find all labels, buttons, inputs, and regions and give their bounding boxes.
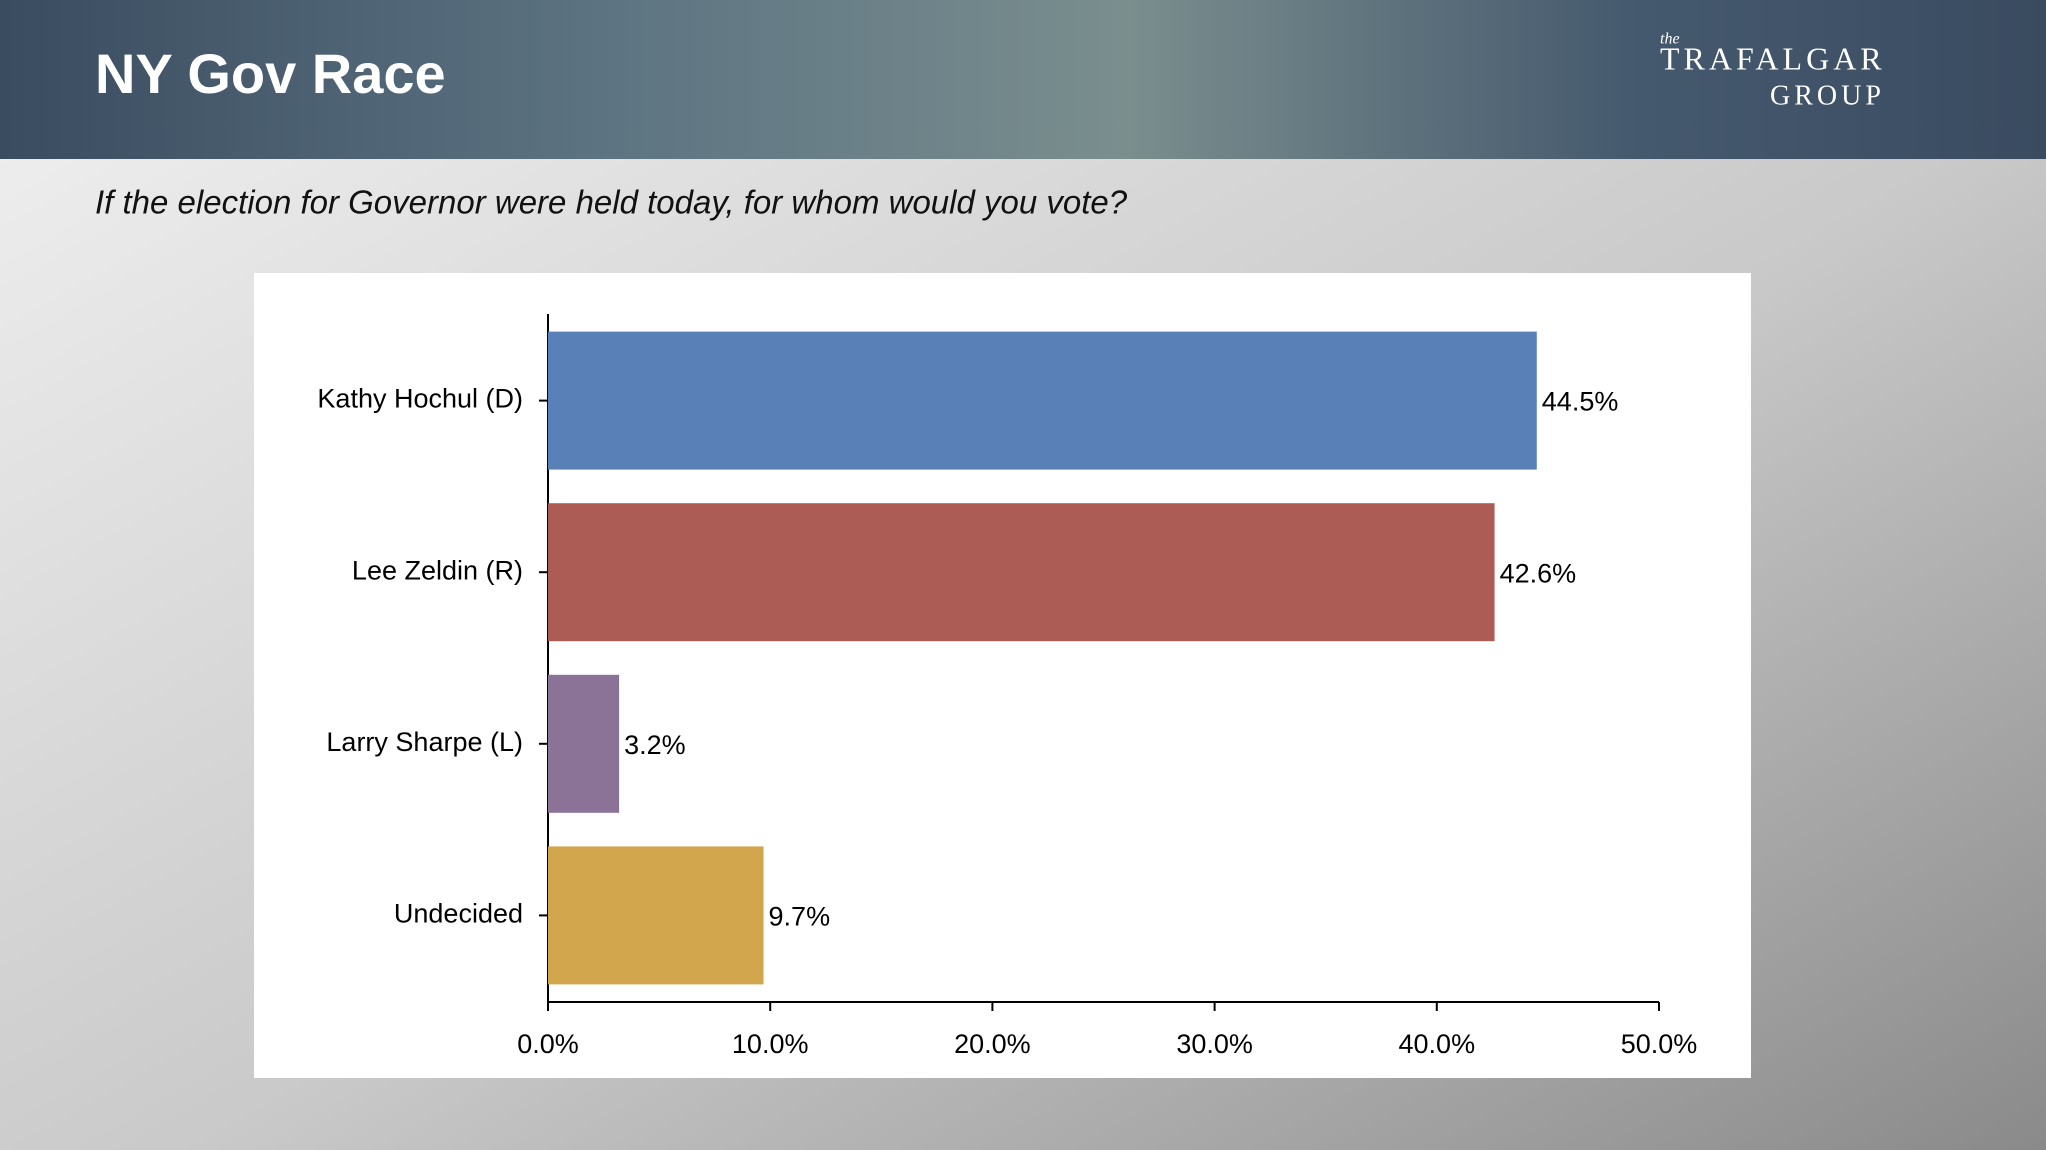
value-label: 44.5% xyxy=(1542,387,1619,417)
y-tick-label: Larry Sharpe (L) xyxy=(326,727,523,757)
y-tick-label: Undecided xyxy=(394,899,523,929)
chart-title: NY Gov Race xyxy=(95,42,446,105)
y-tick-label: Kathy Hochul (D) xyxy=(317,384,523,414)
x-tick-label: 0.0% xyxy=(517,1029,579,1059)
bar xyxy=(548,846,764,985)
y-tick-label: Lee Zeldin (R) xyxy=(352,555,523,585)
x-tick-label: 20.0% xyxy=(954,1029,1031,1059)
value-label: 3.2% xyxy=(624,730,686,760)
bar xyxy=(548,674,620,813)
x-tick-label: 40.0% xyxy=(1399,1029,1476,1059)
bar xyxy=(548,503,1495,642)
logo-small: the xyxy=(1660,31,1680,48)
chart-subtitle: If the election for Governor were held t… xyxy=(95,184,1128,221)
value-label: 9.7% xyxy=(769,902,831,932)
value-label: 42.6% xyxy=(1500,558,1577,588)
bar xyxy=(548,331,1537,470)
x-tick-label: 10.0% xyxy=(732,1029,809,1059)
x-tick-label: 50.0% xyxy=(1621,1029,1698,1059)
x-tick-label: 30.0% xyxy=(1176,1029,1253,1059)
logo-name2: GROUP xyxy=(1770,80,1885,111)
header-band xyxy=(0,0,2046,159)
logo-name: TRAFALGAR xyxy=(1660,40,1886,76)
